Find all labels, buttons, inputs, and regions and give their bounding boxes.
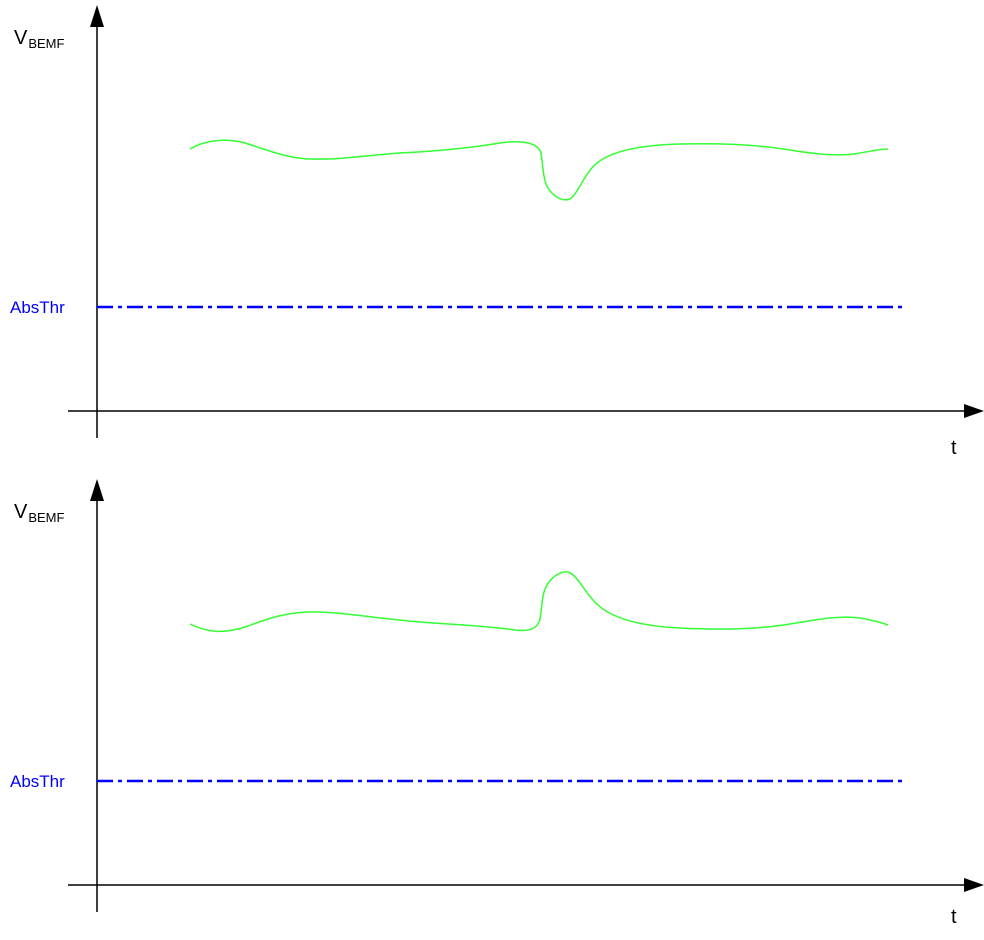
diagram-canvas-bottom: [68, 479, 984, 912]
x-axis-arrow: [964, 878, 984, 892]
y-axis-subscript: BEMF: [28, 36, 65, 51]
y-axis-arrow: [90, 479, 104, 501]
diagram-panel-bottom: VBEMF t AbsThr: [0, 474, 984, 940]
x-axis-arrow: [964, 404, 984, 418]
x-axis-label: t: [951, 437, 957, 459]
y-axis-arrow: [90, 5, 104, 27]
diagram-canvas-top: [68, 5, 984, 438]
y-axis-subscript: BEMF: [28, 510, 65, 525]
x-axis-label: t: [951, 906, 957, 928]
signal-curve: [189, 571, 889, 633]
diagram-panel-top: VBEMF t AbsThr: [0, 0, 984, 466]
threshold-label: AbsThr: [10, 772, 65, 791]
signal-curve: [189, 139, 889, 201]
y-axis-label: VBEMF: [14, 501, 65, 525]
y-axis-label: VBEMF: [14, 27, 65, 51]
threshold-label: AbsThr: [10, 298, 65, 317]
